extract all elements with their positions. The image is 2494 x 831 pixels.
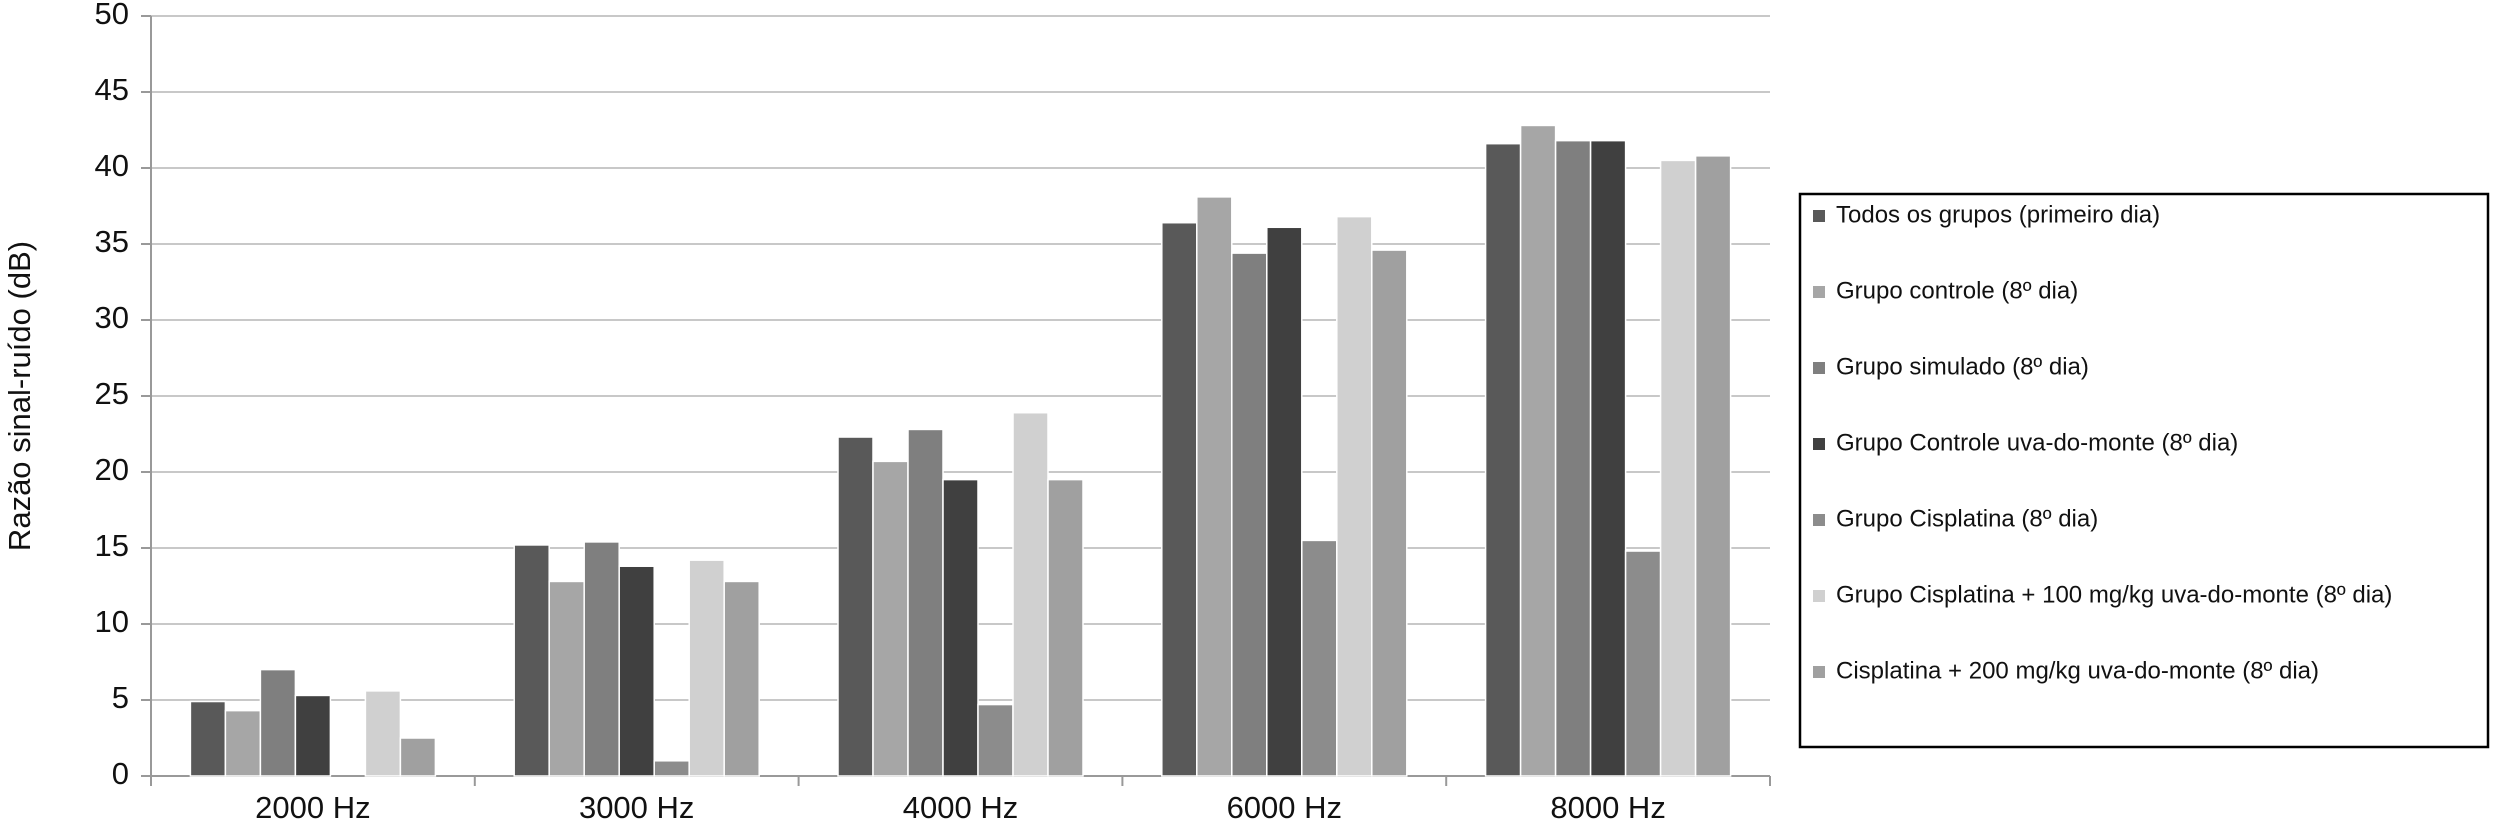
legend-swatch: [1813, 590, 1825, 602]
legend-swatch: [1813, 210, 1825, 222]
bar: [837, 436, 874, 777]
x-tick-label: 2000 Hz: [255, 790, 370, 825]
legend-swatch: [1813, 438, 1825, 450]
bar: [1047, 478, 1084, 777]
y-tick-label: 50: [95, 0, 129, 31]
bar: [259, 668, 297, 777]
bar: [653, 760, 690, 777]
y-tick-label: 0: [112, 756, 129, 791]
bar: [688, 559, 725, 777]
bar: [1161, 221, 1198, 777]
bar: [583, 541, 620, 777]
y-tick-label: 35: [95, 224, 129, 259]
bar: [513, 544, 550, 777]
bar: [1336, 215, 1373, 777]
legend-swatch: [1813, 286, 1825, 298]
bar: [1659, 159, 1697, 777]
legend-label: Cisplatina + 200 mg/kg uva-do-monte (8º …: [1836, 657, 2319, 684]
legend-box: [1798, 192, 2490, 749]
legend-label: Grupo Controle uva-do-monte (8º dia): [1836, 429, 2238, 456]
bar: [872, 460, 909, 777]
bar: [399, 737, 437, 777]
legend-label: Grupo simulado (8º dia): [1836, 353, 2089, 380]
y-tick-label: 15: [95, 528, 129, 563]
bar: [1231, 252, 1268, 777]
bar: [1519, 124, 1557, 777]
bar: [723, 580, 760, 777]
bar: [907, 428, 944, 777]
y-tick-label: 5: [112, 680, 129, 715]
y-tick-label: 40: [95, 148, 129, 183]
y-tick-label: 20: [95, 452, 129, 487]
bar: [1694, 155, 1732, 777]
legend-label: Grupo Cisplatina (8º dia): [1836, 505, 2098, 532]
y-tick-label: 10: [95, 604, 129, 639]
bar: [224, 709, 262, 777]
bar: [1484, 142, 1522, 777]
bar: [1301, 539, 1338, 777]
x-tick-label: 4000 Hz: [903, 790, 1018, 825]
y-tick-label: 45: [95, 72, 129, 107]
x-tick-label: 3000 Hz: [579, 790, 694, 825]
legend-label: Todos os grupos (primeiro dia): [1836, 201, 2160, 228]
bar: [294, 694, 332, 777]
bar: [1266, 226, 1303, 777]
bar: [1554, 139, 1592, 777]
legend-label: Grupo controle (8º dia): [1836, 277, 2078, 304]
x-tick-label: 6000 Hz: [1227, 790, 1342, 825]
legend-label: Grupo Cisplatina + 100 mg/kg uva-do-mont…: [1836, 581, 2392, 608]
bar: [977, 703, 1014, 777]
bar: [548, 580, 585, 777]
y-tick-label: 30: [95, 300, 129, 335]
legend-swatch: [1813, 362, 1825, 374]
y-axis-label: Razão sinal-ruído (dB): [2, 241, 37, 551]
bar: [942, 478, 979, 777]
bar: [1196, 196, 1233, 777]
bar: [364, 690, 402, 777]
bar: [1371, 249, 1408, 777]
legend-swatch: [1813, 666, 1825, 678]
bar: [1589, 139, 1627, 777]
x-tick-label: 8000 Hz: [1550, 790, 1665, 825]
y-tick-label: 25: [95, 376, 129, 411]
bar: [1012, 411, 1049, 777]
bar: [189, 700, 227, 777]
bar: [1624, 550, 1662, 777]
legend-swatch: [1813, 514, 1825, 526]
bar: [618, 565, 655, 777]
